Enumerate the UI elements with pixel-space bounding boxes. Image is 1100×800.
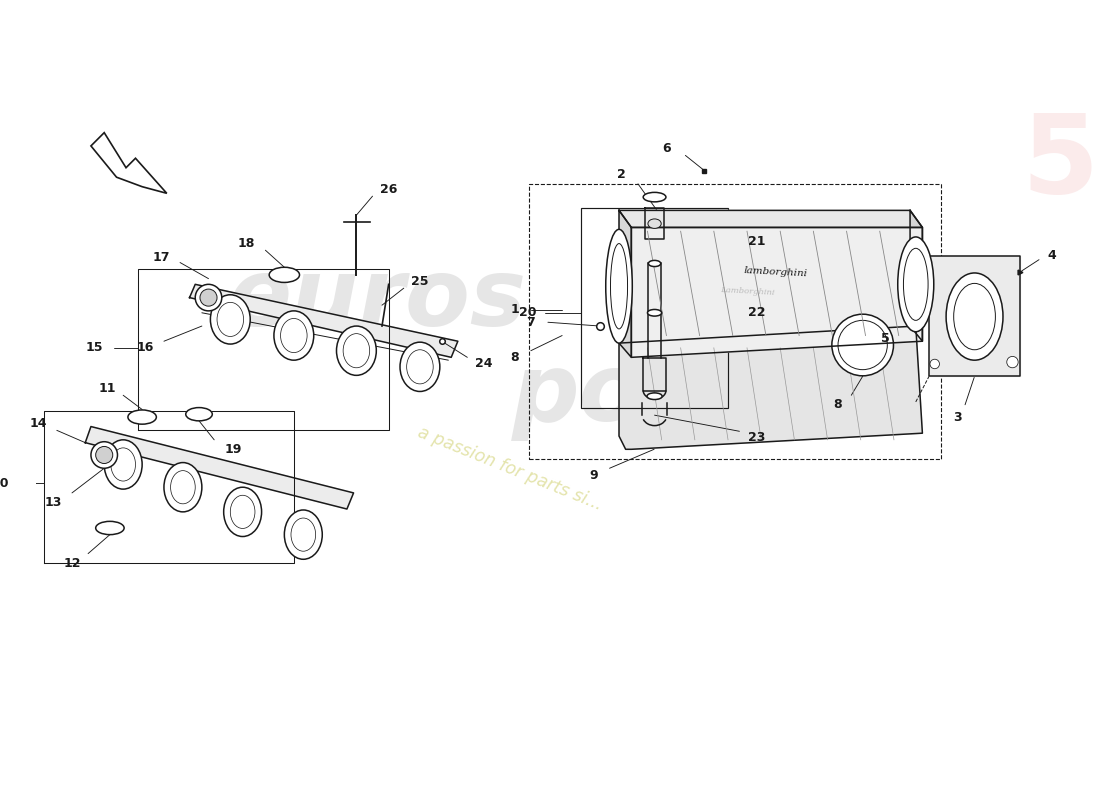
Ellipse shape — [648, 310, 662, 316]
Polygon shape — [930, 256, 1020, 376]
Ellipse shape — [407, 350, 433, 384]
Ellipse shape — [284, 510, 322, 559]
Ellipse shape — [104, 440, 142, 489]
Text: 22: 22 — [748, 306, 766, 319]
Ellipse shape — [195, 284, 222, 311]
Text: 16: 16 — [136, 342, 154, 354]
Ellipse shape — [647, 393, 662, 399]
Ellipse shape — [648, 260, 661, 266]
Ellipse shape — [186, 407, 212, 421]
Text: 23: 23 — [748, 431, 766, 445]
Text: 5: 5 — [1021, 110, 1099, 217]
Ellipse shape — [400, 342, 440, 391]
Ellipse shape — [270, 267, 299, 282]
Text: 5: 5 — [881, 332, 890, 345]
Polygon shape — [631, 227, 923, 358]
Text: 15: 15 — [86, 342, 103, 354]
Polygon shape — [91, 133, 167, 194]
Polygon shape — [619, 210, 631, 358]
Ellipse shape — [946, 273, 1003, 360]
Text: 11: 11 — [98, 382, 116, 395]
Text: euros: euros — [228, 254, 527, 346]
Text: a passion for parts si...: a passion for parts si... — [415, 423, 605, 514]
Ellipse shape — [898, 237, 934, 332]
Text: 13: 13 — [44, 496, 62, 509]
Text: ports: ports — [512, 350, 792, 442]
Ellipse shape — [292, 518, 316, 551]
Text: lamborghini: lamborghini — [744, 266, 807, 278]
Text: 21: 21 — [748, 235, 766, 248]
Bar — [529, 184, 942, 458]
Ellipse shape — [217, 302, 243, 337]
Polygon shape — [189, 284, 458, 358]
Ellipse shape — [832, 314, 893, 376]
Polygon shape — [86, 426, 353, 509]
Ellipse shape — [96, 522, 124, 534]
Polygon shape — [619, 210, 923, 227]
Polygon shape — [619, 326, 923, 450]
Ellipse shape — [274, 311, 313, 360]
Text: 9: 9 — [590, 470, 597, 482]
Bar — [581, 209, 728, 407]
Ellipse shape — [223, 487, 262, 537]
Text: 17: 17 — [152, 251, 169, 264]
Ellipse shape — [343, 334, 370, 368]
Text: 6: 6 — [662, 142, 671, 155]
Ellipse shape — [91, 442, 118, 468]
Ellipse shape — [1006, 356, 1019, 368]
Ellipse shape — [128, 410, 156, 424]
Ellipse shape — [96, 446, 112, 463]
Ellipse shape — [644, 192, 666, 202]
Ellipse shape — [280, 318, 307, 353]
Text: 2: 2 — [617, 168, 626, 181]
Text: Lamborghini: Lamborghini — [719, 286, 774, 296]
Ellipse shape — [648, 219, 661, 228]
Ellipse shape — [954, 283, 996, 350]
Text: 25: 25 — [411, 275, 429, 288]
Text: 24: 24 — [475, 358, 492, 370]
Polygon shape — [910, 210, 923, 342]
Ellipse shape — [111, 448, 135, 481]
Text: 20: 20 — [519, 306, 537, 319]
Text: 7: 7 — [527, 316, 536, 329]
Ellipse shape — [210, 294, 250, 344]
Ellipse shape — [930, 359, 939, 369]
Ellipse shape — [170, 470, 195, 504]
Ellipse shape — [903, 248, 928, 320]
Text: 18: 18 — [238, 237, 255, 250]
Ellipse shape — [200, 289, 217, 306]
Ellipse shape — [606, 230, 632, 343]
Ellipse shape — [838, 320, 888, 370]
Ellipse shape — [610, 243, 627, 329]
Text: 26: 26 — [379, 183, 397, 196]
Text: 1: 1 — [510, 303, 519, 317]
Text: 4: 4 — [1048, 250, 1057, 262]
Text: 8: 8 — [510, 351, 519, 364]
Ellipse shape — [164, 462, 202, 512]
Ellipse shape — [337, 326, 376, 375]
Text: 10: 10 — [0, 477, 9, 490]
Text: 19: 19 — [224, 442, 242, 456]
Text: 3: 3 — [954, 410, 961, 423]
Ellipse shape — [230, 495, 255, 529]
Text: 8: 8 — [833, 398, 842, 411]
Text: 12: 12 — [63, 557, 80, 570]
Text: 14: 14 — [29, 418, 46, 430]
